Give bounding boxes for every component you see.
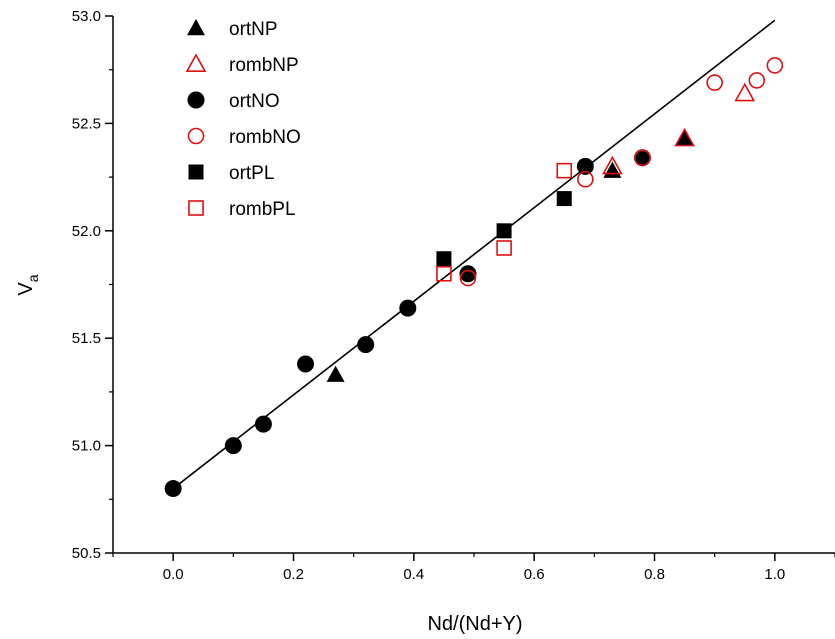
ortNO-point bbox=[164, 480, 182, 498]
x-tick-label: 1.0 bbox=[764, 566, 785, 583]
ortNO-point bbox=[297, 355, 315, 373]
legend-label-ortNO: ortNO bbox=[229, 91, 280, 112]
y-tick-label: 51.5 bbox=[72, 330, 101, 347]
legend-marker-rombNO bbox=[187, 127, 205, 145]
legend-label-ortNP: ortNP bbox=[229, 19, 278, 40]
x-tick-label: 0.4 bbox=[403, 566, 424, 583]
fit-line bbox=[172, 19, 776, 490]
ortPL-point bbox=[556, 191, 572, 207]
y-tick-label: 52.5 bbox=[72, 115, 101, 132]
rombPL-point bbox=[436, 265, 452, 282]
rombNO-point bbox=[577, 170, 594, 188]
ortNP-point bbox=[675, 129, 694, 146]
legend-marker-ortNP bbox=[187, 19, 205, 36]
y-tick-label: 50.5 bbox=[72, 545, 101, 562]
legend-marker-ortPL bbox=[188, 164, 204, 180]
x-tick-label: 0.8 bbox=[644, 566, 665, 583]
legend-label-rombPL: rombPL bbox=[229, 199, 296, 220]
ortNO-point bbox=[357, 336, 375, 354]
axes: 0.0 0.2 0.4 0.6 0.8 1.0 50.5 51.0 51.5 52.0 52.5 53… bbox=[72, 8, 835, 583]
legend-marker-rombPL bbox=[188, 200, 204, 216]
x-tick-label: 0.2 bbox=[283, 566, 304, 583]
rombNO-point bbox=[748, 72, 766, 89]
y-axis-title-sub: a bbox=[25, 274, 41, 282]
rombNO-point bbox=[766, 57, 784, 74]
legend-marker-rombNP bbox=[185, 53, 207, 72]
ortNP-point bbox=[326, 365, 345, 382]
ortNO-point bbox=[633, 149, 651, 167]
ortNO-point bbox=[459, 265, 477, 283]
rombPL-point bbox=[496, 240, 512, 256]
x-tick-label: 0.6 bbox=[524, 566, 545, 583]
rombNP-point bbox=[602, 155, 623, 175]
y-tick-label: 53.0 bbox=[72, 8, 101, 25]
rombNO-point bbox=[634, 149, 651, 167]
legend: ortNP rombNP ortNO rombNO ortPL rombPL bbox=[185, 19, 301, 220]
rombPL-point bbox=[556, 162, 573, 179]
x-tick-label: 0.0 bbox=[163, 566, 184, 583]
ortNO-point bbox=[224, 437, 242, 455]
y-tick-label: 51.0 bbox=[72, 438, 101, 455]
ortNO-point bbox=[254, 415, 272, 433]
legend-label-ortPL: ortPL bbox=[229, 163, 274, 184]
x-axis-title: Nd/(Nd+Y) bbox=[427, 613, 522, 635]
rombNO-point bbox=[459, 269, 477, 287]
rombNP-point bbox=[734, 82, 756, 102]
rombNP-point bbox=[674, 127, 695, 147]
fit-line-group bbox=[172, 19, 776, 490]
y-axis-title: Va bbox=[15, 274, 41, 295]
legend-label-rombNP: rombNP bbox=[229, 55, 299, 76]
legend-marker-ortNO bbox=[187, 91, 205, 109]
y-tick-label: 52.0 bbox=[72, 223, 101, 240]
legend-label-rombNO: rombNO bbox=[229, 127, 301, 148]
ortNO-point bbox=[399, 299, 417, 317]
ortPL-point bbox=[496, 223, 512, 239]
rombNO-point bbox=[706, 74, 723, 91]
data-points bbox=[164, 57, 784, 498]
ortPL-point bbox=[436, 251, 452, 267]
ortNO-point bbox=[576, 157, 594, 175]
y-axis-title-main: V bbox=[15, 282, 37, 296]
